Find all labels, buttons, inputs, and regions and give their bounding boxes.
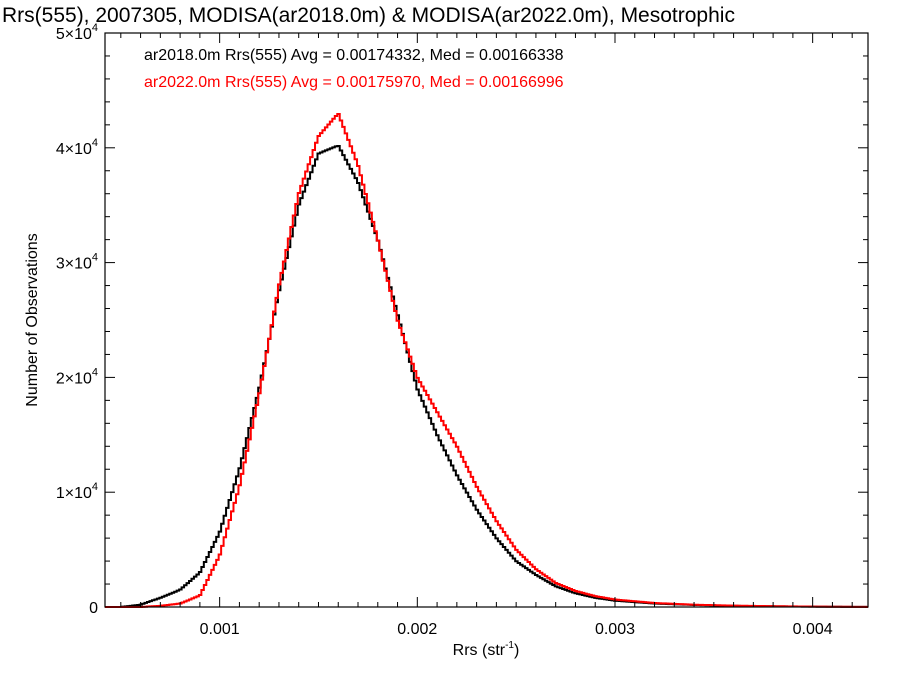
y-tick-mantissa: 4×10 [56, 141, 92, 158]
y-tick-label: 2×104 [56, 366, 98, 387]
y-tick-label: 1×104 [56, 481, 98, 502]
annotation-1: ar2018.0m Rrs(555) Avg = 0.00174332, Med… [144, 47, 564, 64]
y-tick-mantissa: 3×10 [56, 256, 92, 273]
y-tick-label: 5×104 [56, 22, 98, 43]
y-tick-exponent: 4 [92, 137, 98, 149]
series-2-line [105, 113, 868, 608]
x-axis-label-superscript: -1 [505, 640, 514, 651]
y-axis-label: Number of Observations [24, 233, 41, 406]
x-axis-label-close: ) [514, 642, 519, 659]
y-tick-label: 3×104 [56, 252, 98, 273]
plot-area [105, 113, 868, 608]
y-tick-exponent: 4 [92, 22, 98, 34]
y-tick-exponent: 4 [92, 252, 98, 264]
y-tick-exponent: 4 [92, 481, 98, 493]
annotation-2: ar2022.0m Rrs(555) Avg = 0.00175970, Med… [144, 74, 564, 91]
x-tick-label: 0.004 [793, 621, 833, 638]
y-tick-label: 0 [89, 600, 98, 617]
plot-frame [104, 32, 869, 608]
x-tick-label: 0.002 [397, 621, 437, 638]
x-axis: 0.001 0.002 0.003 0.004 [120, 33, 853, 638]
y-tick-mantissa: 1×10 [56, 485, 92, 502]
legend-annotations: ar2018.0m Rrs(555) Avg = 0.00174332, Med… [144, 47, 564, 91]
x-tick-label: 0.001 [200, 621, 240, 638]
x-tick-label: 0.003 [595, 621, 635, 638]
chart-title: Rrs(555), 2007305, MODISA(ar2018.0m) & M… [2, 4, 735, 27]
x-axis-label-text: Rrs (str [453, 642, 506, 659]
y-tick-mantissa: 2×10 [56, 370, 92, 387]
x-axis-label: Rrs (str-1) [453, 640, 520, 659]
y-tick-mantissa: 0 [89, 600, 98, 617]
y-tick-mantissa: 5×10 [56, 26, 92, 43]
y-tick-exponent: 4 [92, 366, 98, 378]
y-tick-label: 4×104 [56, 137, 98, 158]
